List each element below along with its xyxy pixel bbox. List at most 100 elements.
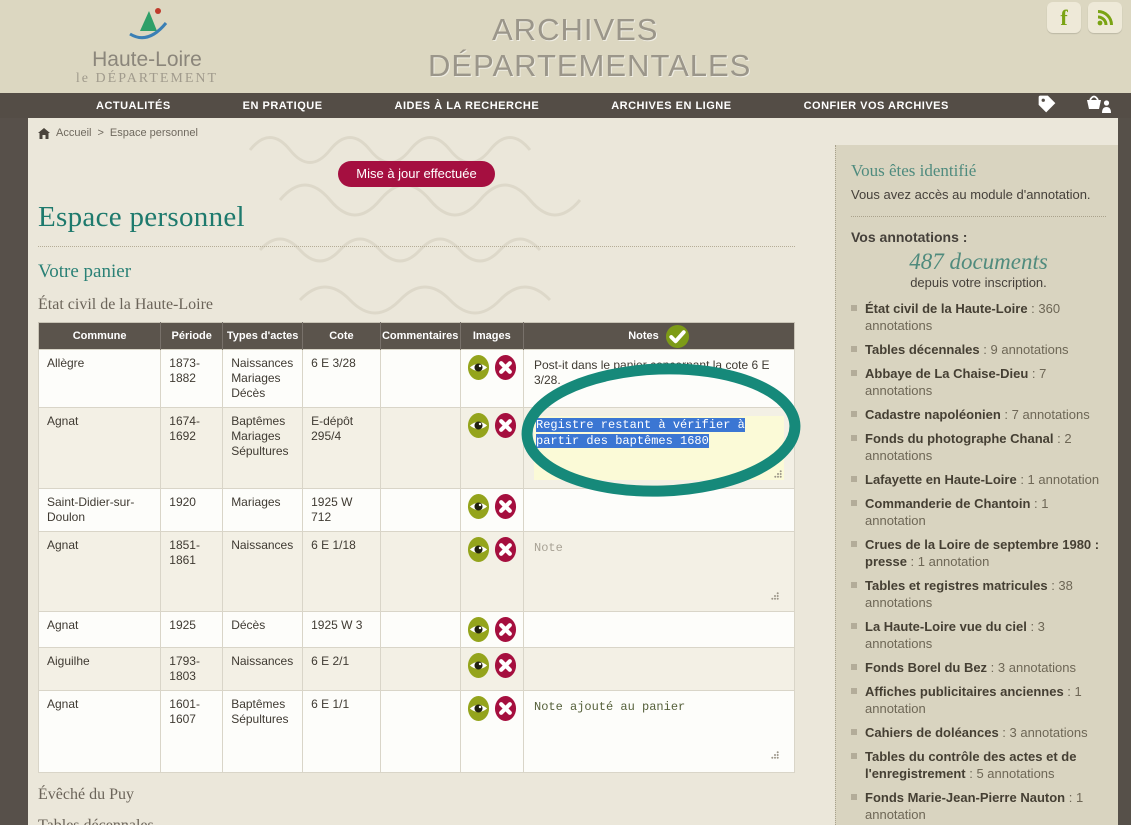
- resize-handle[interactable]: [774, 470, 782, 478]
- note-mono-text: Note ajouté au panier: [534, 700, 686, 714]
- cell-commentaires: [379, 488, 461, 532]
- bullet-icon: [851, 435, 857, 441]
- eye-icon: [467, 537, 489, 562]
- nav-item-actualites[interactable]: ACTUALITÉS: [96, 99, 171, 112]
- check-icon: [665, 324, 689, 348]
- cell-periode: 1601-1607: [160, 690, 224, 773]
- view-images-button[interactable]: [467, 652, 490, 679]
- cell-commune: Saint-Didier-sur-Doulon: [37, 488, 162, 532]
- site-header: Haute-Loire le DÉPARTEMENT ARCHIVES DÉPA…: [0, 0, 1131, 93]
- cell-commentaires: [379, 531, 461, 612]
- basket-heading: Votre panier: [38, 261, 132, 282]
- remove-item-button[interactable]: [494, 493, 517, 520]
- annotations-since: depuis votre inscription.: [910, 275, 1047, 290]
- cell-commentaires: [379, 690, 461, 773]
- section-eveche-du-puy[interactable]: Évêché du Puy: [38, 786, 134, 803]
- cell-commune: Allègre: [37, 349, 162, 408]
- cell-types: Naissances: [222, 531, 304, 612]
- basket-button[interactable]: [1085, 94, 1113, 119]
- table-header-row: Commune Période Types d'actes Cote Comme…: [38, 322, 795, 350]
- validate-notes-button[interactable]: [665, 324, 690, 349]
- bullet-icon: [851, 582, 857, 588]
- note-textarea[interactable]: Registre restant à vérifier à partir des…: [534, 416, 784, 480]
- remove-item-button[interactable]: [494, 536, 517, 563]
- bullet-icon: [851, 753, 857, 759]
- note-text: Post-it dans le panier concernant la cot…: [534, 358, 770, 387]
- divider: [38, 246, 795, 247]
- cell-commentaires: [379, 611, 461, 648]
- cell-cote: 1925 W 712: [302, 488, 381, 532]
- delete-icon: [494, 413, 516, 438]
- cell-cote: 6 E 2/1: [302, 647, 381, 691]
- home-icon[interactable]: [38, 127, 50, 139]
- breadcrumb-separator: >: [97, 127, 104, 139]
- nav-item-archives-en-ligne[interactable]: ARCHIVES EN LIGNE: [611, 99, 732, 112]
- view-images-button[interactable]: [467, 695, 490, 722]
- nav-item-en-pratique[interactable]: EN PRATIQUE: [242, 99, 323, 112]
- delete-icon: [494, 653, 516, 678]
- annotation-collection-item[interactable]: État civil de la Haute-Loire : 360 annot…: [851, 300, 1106, 334]
- note-placeholder: Note: [534, 541, 563, 555]
- resize-handle[interactable]: [771, 751, 779, 759]
- department-logo[interactable]: Haute-Loire le DÉPARTEMENT: [62, 4, 232, 87]
- annotation-collection-item[interactable]: Commanderie de Chantoin : 1 annotation: [851, 495, 1106, 529]
- col-cote: Cote: [302, 322, 381, 350]
- section-tables-decennales[interactable]: Tables décennales: [38, 817, 795, 825]
- resize-handle[interactable]: [771, 592, 779, 600]
- bullet-icon: [851, 500, 857, 506]
- annotation-collection-item[interactable]: La Haute-Loire vue du ciel : 3 annotatio…: [851, 618, 1106, 652]
- view-images-button[interactable]: [467, 616, 490, 643]
- section-etat-civil[interactable]: État civil de la Haute-Loire: [38, 296, 214, 313]
- breadcrumb-home-link[interactable]: Accueil: [56, 127, 92, 139]
- view-images-button[interactable]: [467, 354, 490, 381]
- bullet-icon: [851, 794, 857, 800]
- cell-types: Baptêmes Mariages Sépultures: [222, 407, 304, 489]
- annotations-count: 487 documents: [909, 249, 1048, 274]
- table-row: Agnat 1851-1861 Naissances 6 E 1/18 Note: [37, 531, 795, 612]
- table-row: Agnat 1674-1692 Baptêmes Mariages Sépult…: [37, 407, 795, 489]
- annotation-collection-item[interactable]: Lafayette en Haute-Loire : 1 annotation: [851, 471, 1106, 488]
- remove-item-button[interactable]: [494, 652, 517, 679]
- annotation-collection-item[interactable]: Fonds du photographe Chanal : 2 annotati…: [851, 430, 1106, 464]
- eye-icon: [467, 494, 489, 519]
- annotation-collection-item[interactable]: Tables et registres matricules : 38 anno…: [851, 577, 1106, 611]
- annotation-collection-item[interactable]: Tables du contrôle des actes et de l'enr…: [851, 748, 1106, 782]
- annotation-collection-item[interactable]: Crues de la Loire de septembre 1980 : pr…: [851, 536, 1106, 570]
- main-nav: ACTUALITÉS EN PRATIQUE AIDES À LA RECHER…: [0, 93, 1131, 118]
- cell-commune: Agnat: [37, 690, 162, 773]
- facebook-button[interactable]: f: [1047, 2, 1081, 33]
- view-images-button[interactable]: [467, 536, 490, 563]
- cell-commentaires: [379, 349, 461, 408]
- remove-item-button[interactable]: [494, 695, 517, 722]
- remove-item-button[interactable]: [494, 616, 517, 643]
- basket-icon: [1087, 95, 1111, 113]
- annotation-collection-item[interactable]: Abbaye de La Chaise-Dieu : 7 annotations: [851, 365, 1106, 399]
- tag-button[interactable]: [1037, 94, 1057, 119]
- rss-icon: [1097, 9, 1113, 25]
- bullet-icon: [851, 541, 857, 547]
- annotation-collection-item[interactable]: Fonds Borel du Bez : 3 annotations: [851, 659, 1106, 676]
- nav-item-confier-archives[interactable]: CONFIER VOS ARCHIVES: [803, 99, 949, 112]
- department-logo-icon: [129, 8, 168, 40]
- identified-text: Vous avez accès au module d'annotation.: [851, 187, 1091, 202]
- view-images-button[interactable]: [467, 412, 490, 439]
- nav-item-aides-recherche[interactable]: AIDES À LA RECHERCHE: [394, 99, 540, 112]
- remove-item-button[interactable]: [494, 412, 517, 439]
- view-images-button[interactable]: [467, 493, 490, 520]
- annotation-collection-item[interactable]: Cahiers de doléances : 3 annotations: [851, 724, 1106, 741]
- col-commentaires: Commentaires: [380, 322, 461, 350]
- delete-icon: [494, 617, 516, 642]
- annotation-collection-item[interactable]: Fonds Marie-Jean-Pierre Nauton : 1 annot…: [851, 789, 1106, 823]
- tag-icon: [1038, 95, 1056, 113]
- note-textarea[interactable]: Note ajouté au panier: [534, 699, 781, 761]
- note-textarea[interactable]: Note: [534, 540, 781, 602]
- cell-commune: Agnat: [37, 611, 162, 648]
- annotation-collection-item[interactable]: Tables décennales : 9 annotations: [851, 341, 1106, 358]
- right-edge-strip: [1118, 118, 1131, 825]
- annotation-collection-item[interactable]: Cadastre napoléonien : 7 annotations: [851, 406, 1106, 423]
- cell-cote: 6 E 3/28: [302, 349, 381, 408]
- annotation-collection-item[interactable]: Affiches publicitaires anciennes : 1 ann…: [851, 683, 1106, 717]
- identified-title: Vous êtes identifié: [851, 161, 977, 180]
- remove-item-button[interactable]: [494, 354, 517, 381]
- rss-button[interactable]: [1088, 2, 1122, 33]
